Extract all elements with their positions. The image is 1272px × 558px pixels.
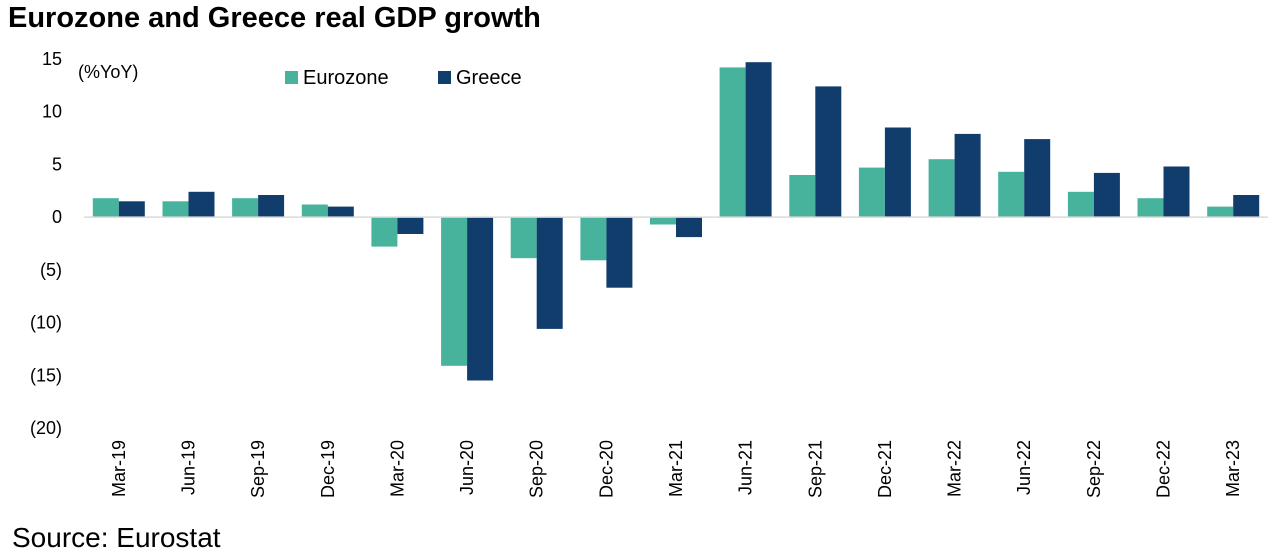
- y-unit-label: (%YoY): [78, 62, 138, 82]
- bar-greece-dec-19: [327, 206, 354, 218]
- bar-eurozone-mar-19: [92, 198, 119, 218]
- bar-eurozone-sep-21: [789, 175, 816, 218]
- bar-eurozone-jun-21: [719, 67, 746, 218]
- source-note: Source: Eurostat: [12, 522, 221, 553]
- bar-eurozone-sep-19: [232, 198, 259, 218]
- bar-eurozone-sep-22: [1067, 191, 1094, 218]
- bar-greece-dec-21: [884, 127, 911, 218]
- bar-greece-jun-21: [745, 62, 772, 218]
- bar-chart: 15 10 5 0 (5) (10) (15) (20) Mar-19 Jun-19 Sep-19…: [30, 49, 1268, 498]
- bar-greece-mar-19: [118, 201, 145, 218]
- legend-swatch-greece: [438, 71, 451, 84]
- bars-group: [92, 62, 1260, 381]
- bar-eurozone-mar-22: [928, 159, 955, 218]
- bar-greece-mar-23: [1233, 195, 1260, 218]
- legend-swatch-eurozone: [285, 71, 298, 84]
- bar-greece-sep-19: [258, 195, 285, 218]
- bar-eurozone-jun-20: [441, 217, 468, 366]
- x-tick-label: Mar-23: [1223, 440, 1243, 497]
- bar-greece-jun-19: [188, 191, 215, 218]
- bar-greece-dec-20: [606, 217, 633, 288]
- x-tick-label: Mar-19: [109, 440, 129, 497]
- x-tick-label: Mar-20: [387, 440, 407, 497]
- y-tick-label: 15: [42, 49, 62, 69]
- bar-greece-mar-20: [397, 217, 424, 234]
- x-tick-label: Sep-22: [1084, 440, 1104, 498]
- x-axis: Mar-19 Jun-19 Sep-19 Dec-19 Mar-20 Jun-20 Sep-…: [84, 216, 1268, 498]
- x-tick-label: Dec-22: [1154, 440, 1174, 498]
- chart-title: Eurozone and Greece real GDP growth: [8, 2, 541, 34]
- x-tick-label: Jun-19: [179, 440, 199, 495]
- x-tick-label: Sep-19: [248, 440, 268, 498]
- bar-greece-sep-22: [1093, 172, 1120, 218]
- x-tick-label: Jun-20: [457, 440, 477, 495]
- x-tick-label: Sep-21: [805, 440, 825, 498]
- y-tick-label: 0: [52, 207, 62, 227]
- bar-greece-dec-22: [1163, 166, 1190, 218]
- bar-greece-sep-20: [536, 217, 563, 329]
- bar-eurozone-dec-21: [858, 167, 885, 218]
- y-tick-label: (10): [30, 313, 62, 333]
- y-tick-label: 5: [52, 154, 62, 174]
- bar-eurozone-mar-21: [650, 217, 676, 225]
- y-tick-label: (20): [30, 418, 62, 438]
- legend: Eurozone Greece: [285, 67, 522, 89]
- bar-greece-mar-22: [954, 133, 981, 218]
- bar-eurozone-mar-23: [1207, 206, 1234, 218]
- bar-eurozone-sep-20: [510, 217, 537, 259]
- x-tick-label: Mar-22: [945, 440, 965, 497]
- y-tick-label: (15): [30, 365, 62, 385]
- y-tick-label: (5): [40, 260, 62, 280]
- legend-label-eurozone: Eurozone: [303, 67, 389, 89]
- bar-eurozone-dec-20: [580, 217, 607, 261]
- bar-eurozone-dec-22: [1137, 198, 1164, 218]
- bar-greece-jun-20: [467, 217, 494, 381]
- x-tick-label: Jun-21: [736, 440, 756, 495]
- bar-greece-jun-22: [1024, 139, 1051, 218]
- x-tick-label: Sep-20: [527, 440, 547, 498]
- x-tick-label: Dec-21: [875, 440, 895, 498]
- bar-eurozone-jun-22: [998, 171, 1025, 218]
- legend-label-greece: Greece: [456, 67, 522, 89]
- bar-eurozone-jun-19: [162, 201, 189, 218]
- y-tick-label: 10: [42, 102, 62, 122]
- x-tick-label: Dec-19: [318, 440, 338, 498]
- y-axis: 15 10 5 0 (5) (10) (15) (20): [30, 49, 62, 438]
- x-tick-label: Mar-21: [666, 440, 686, 497]
- bar-greece-mar-21: [676, 217, 702, 238]
- x-tick-label: Dec-20: [596, 440, 616, 498]
- bar-eurozone-mar-20: [371, 217, 398, 247]
- bar-greece-sep-21: [815, 86, 842, 218]
- bar-eurozone-dec-19: [301, 204, 328, 218]
- x-tick-label: Jun-22: [1014, 440, 1034, 495]
